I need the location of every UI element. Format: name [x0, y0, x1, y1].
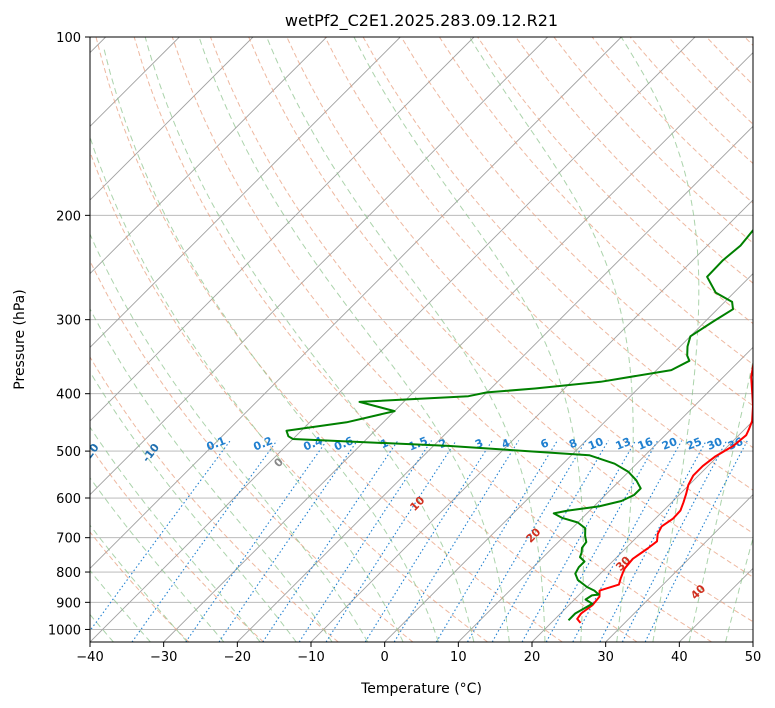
- mixing-ratio-label: 2: [437, 436, 449, 451]
- mixing-ratio-line: [298, 440, 432, 642]
- x-tick-label: −30: [150, 650, 177, 665]
- plot-frame: [89, 36, 754, 643]
- dry-adiabat-line: [90, 150, 488, 642]
- dry-adiabat-line: [95, 37, 563, 642]
- x-tick-label: 40: [671, 650, 688, 665]
- dry-adiabat-line: [248, 37, 753, 578]
- isotherm-line: [90, 37, 548, 496]
- moist-adiabat-line: [90, 308, 333, 642]
- moist-adiabat-line: [620, 37, 700, 642]
- mixing-ratio-line: [545, 440, 659, 642]
- mixing-ratio-line: [644, 440, 748, 642]
- mixing-ratio-label: 20: [660, 435, 679, 453]
- isotherm-line: [752, 641, 753, 642]
- dry-adiabat-line: [90, 445, 264, 642]
- isotherm-line: [605, 494, 753, 642]
- isotherm-line: [384, 273, 753, 642]
- moist-adiabat-line: [266, 37, 546, 642]
- mixing-ratio-line: [491, 440, 609, 642]
- mixing-ratio-line: [364, 440, 493, 642]
- dewpoint-profile-line: [285, 228, 753, 622]
- dry-adiabat-line: [90, 259, 414, 642]
- dry-adiabat-line: [324, 37, 753, 491]
- x-axis-label: Temperature (°C): [360, 681, 482, 697]
- y-tick-label: 300: [56, 314, 81, 329]
- moist-adiabat-line: [688, 358, 753, 642]
- chart-title: wetPf2_C2E1.2025.283.09.12.R21: [285, 11, 558, 31]
- dry-adiabat-line: [210, 37, 753, 623]
- mixing-ratio-line: [262, 440, 399, 642]
- dry-adiabat-line: [400, 37, 753, 407]
- mixing-ratio-line: [185, 440, 328, 642]
- y-tick-label: 700: [56, 532, 81, 547]
- isotherm-line: [90, 37, 401, 348]
- isotherm-line: [90, 37, 475, 422]
- moist-adiabat-line: [90, 370, 297, 642]
- mixing-ratio-label: 13: [614, 435, 633, 453]
- x-tick-label: −10: [297, 650, 324, 665]
- isotherm-line: [237, 125, 753, 642]
- y-tick-label: 600: [56, 492, 81, 507]
- x-tick-label: 30: [597, 650, 614, 665]
- isotherm-line: [531, 420, 753, 642]
- mixing-ratio-line: [467, 440, 587, 642]
- moist-adiabat-line: [725, 536, 753, 642]
- x-tick-label: 50: [745, 650, 762, 665]
- mixing-ratio-line: [572, 440, 683, 642]
- mixing-ratio-label: 30: [705, 435, 724, 453]
- x-tick-label: 10: [450, 650, 467, 665]
- moist-adiabat-line: [90, 232, 369, 642]
- x-tick-label: −20: [224, 650, 251, 665]
- mixing-ratio-label: 8: [567, 436, 579, 451]
- dry-adiabat-label: -20: [79, 441, 102, 465]
- mixing-ratio-label: 3: [473, 436, 485, 451]
- dry-adiabat-line: [171, 37, 712, 642]
- moist-adiabat-line: [90, 476, 225, 642]
- y-tick-label: 1000: [48, 623, 81, 638]
- dry-adiabat-label: -30: [19, 441, 42, 465]
- dry-adiabat-line: [90, 356, 339, 642]
- mixing-ratio-label: 16: [636, 435, 655, 453]
- mixing-ratio-line: [90, 440, 231, 632]
- y-tick-label: 900: [56, 596, 81, 611]
- moist-adiabat-line: [198, 37, 510, 642]
- y-tick-label: 100: [56, 31, 81, 46]
- isotherm-line: [90, 37, 696, 642]
- dry-adiabat-line: [515, 37, 753, 284]
- y-axis-label: Pressure (hPa): [12, 289, 28, 389]
- x-tick-label: −40: [76, 650, 103, 665]
- mixing-ratio-line: [521, 440, 637, 642]
- y-tick-label: 200: [56, 209, 81, 224]
- mixing-ratio-label: 25: [685, 435, 704, 453]
- temperature-profile-line: [576, 361, 753, 624]
- x-tick-label: 0: [381, 650, 389, 665]
- mixing-ratio-line: [435, 440, 558, 642]
- isotherm-line: [90, 37, 254, 201]
- dry-adiabat-line: [90, 531, 190, 642]
- dry-adiabat-line: [438, 37, 753, 366]
- moist-adiabat-line: [90, 135, 404, 642]
- isotherm-line: [90, 37, 327, 275]
- plot-background: [90, 37, 753, 642]
- isotherm-line: [163, 52, 753, 642]
- mixing-ratio-line: [131, 440, 278, 642]
- moist-adiabat-line: [144, 37, 475, 642]
- mixing-ratio-line: [393, 440, 520, 642]
- isotherm-line: [90, 37, 622, 569]
- dry-adiabat-line: [133, 37, 638, 642]
- moist-adiabat-line: [103, 49, 439, 642]
- mixing-ratio-label: 10: [586, 435, 605, 453]
- moist-adiabat-line: [353, 37, 584, 642]
- y-tick-label: 400: [56, 388, 81, 403]
- mixing-ratio-line: [325, 440, 457, 642]
- moist-adiabat-line: [762, 37, 775, 642]
- y-tick-label: 800: [56, 566, 81, 581]
- isotherm-line: [458, 346, 753, 642]
- moist-adiabat-line: [90, 426, 261, 642]
- x-tick-label: 20: [524, 650, 541, 665]
- y-tick-label: 500: [56, 445, 81, 460]
